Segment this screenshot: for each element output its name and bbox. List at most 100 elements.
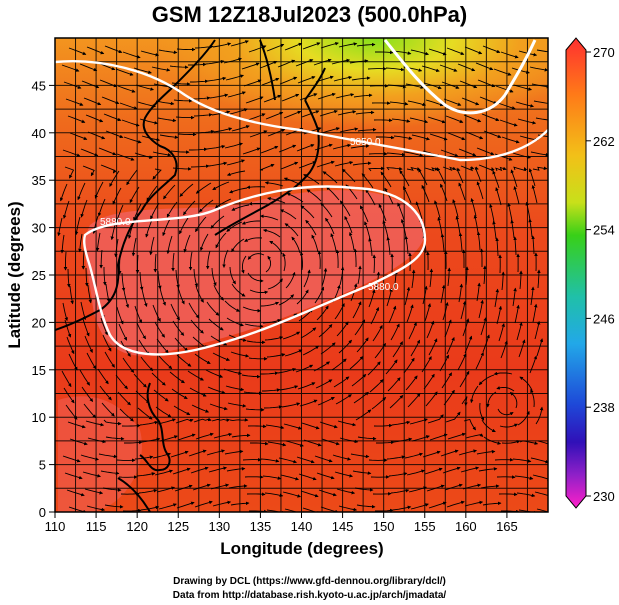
streamline [206, 144, 226, 150]
streamline [187, 370, 204, 381]
streamline [404, 452, 423, 459]
streamline [334, 471, 353, 478]
streamline [439, 64, 458, 72]
contour-5850-north [383, 39, 537, 115]
streamline [241, 374, 261, 379]
coastline-sakhalin [259, 39, 276, 101]
streamline [250, 441, 269, 446]
streamline [146, 185, 158, 202]
streamline [493, 68, 512, 76]
streamline [424, 467, 443, 475]
streamline [495, 237, 499, 257]
streamline [424, 303, 432, 322]
streamline [389, 101, 409, 106]
streamline [284, 349, 303, 357]
streamline [495, 187, 502, 206]
streamline [410, 503, 429, 510]
coastline-philippines [139, 382, 171, 472]
streamline [246, 340, 266, 345]
streamline [64, 166, 75, 179]
streamline [424, 167, 439, 172]
contour-label: 5880.0 [368, 282, 399, 293]
streamline [440, 183, 448, 202]
streamline [81, 386, 94, 402]
streamline [244, 323, 264, 328]
streamline [492, 170, 500, 189]
streamline [80, 301, 87, 321]
streamline [476, 147, 495, 156]
streamline [134, 305, 143, 324]
streamline [241, 255, 247, 274]
streamline [121, 272, 126, 292]
colorbar-tick-label: 262 [593, 134, 615, 149]
colorbar-tick-label: 238 [593, 400, 615, 415]
streamline [519, 376, 533, 391]
streamline [87, 284, 92, 304]
streamline [512, 287, 517, 307]
streamline [280, 161, 299, 170]
streamline [227, 402, 247, 408]
streamline [152, 151, 172, 157]
streamline [301, 110, 320, 118]
streamline [437, 216, 443, 236]
streamline [391, 118, 411, 123]
streamline [212, 352, 230, 361]
streamline [279, 76, 298, 85]
streamline [175, 115, 195, 120]
streamline [68, 47, 87, 55]
streamline [138, 339, 150, 356]
streamline [337, 420, 357, 427]
streamline [57, 217, 63, 237]
streamline [332, 454, 351, 461]
streamline [530, 389, 535, 408]
streamline [79, 63, 98, 72]
streamline [461, 97, 480, 106]
streamline [61, 370, 72, 388]
streamline [500, 340, 508, 359]
streamline [356, 504, 376, 509]
streamline [493, 371, 513, 376]
streamline [319, 109, 338, 117]
streamline [373, 423, 393, 428]
y-tick-label: 5 [39, 458, 46, 473]
streamline [85, 267, 89, 287]
streamline [242, 306, 262, 313]
streamline [138, 488, 158, 494]
streamline [158, 49, 178, 55]
streamline [285, 440, 304, 447]
streamline [296, 456, 315, 464]
streamline [489, 203, 495, 223]
streamline [264, 492, 284, 498]
streamline [282, 252, 286, 272]
streamline [442, 466, 461, 474]
streamline [518, 339, 526, 358]
streamline [393, 135, 413, 140]
streamline [247, 113, 266, 121]
streamline [159, 134, 179, 139]
streamline [190, 164, 210, 168]
streamline [331, 358, 347, 371]
x-tick-label: 145 [332, 519, 354, 534]
streamline [62, 149, 81, 157]
streamline [140, 505, 160, 511]
streamline [231, 433, 251, 438]
streamline [297, 75, 316, 84]
streamline [183, 234, 191, 253]
streamline [115, 204, 124, 223]
streamline [62, 455, 81, 463]
streamline [496, 386, 515, 392]
streamline [116, 306, 124, 325]
streamline [429, 268, 434, 288]
streamline [444, 483, 463, 491]
streamline [109, 170, 120, 187]
streamline [172, 467, 191, 475]
streamline [85, 114, 104, 123]
streamline [63, 387, 75, 404]
streamline [261, 77, 280, 86]
streamline [386, 288, 393, 307]
streamline [103, 419, 122, 426]
streamline [388, 305, 397, 324]
streamline [352, 470, 372, 475]
streamline [100, 164, 117, 174]
streamline [353, 391, 369, 404]
